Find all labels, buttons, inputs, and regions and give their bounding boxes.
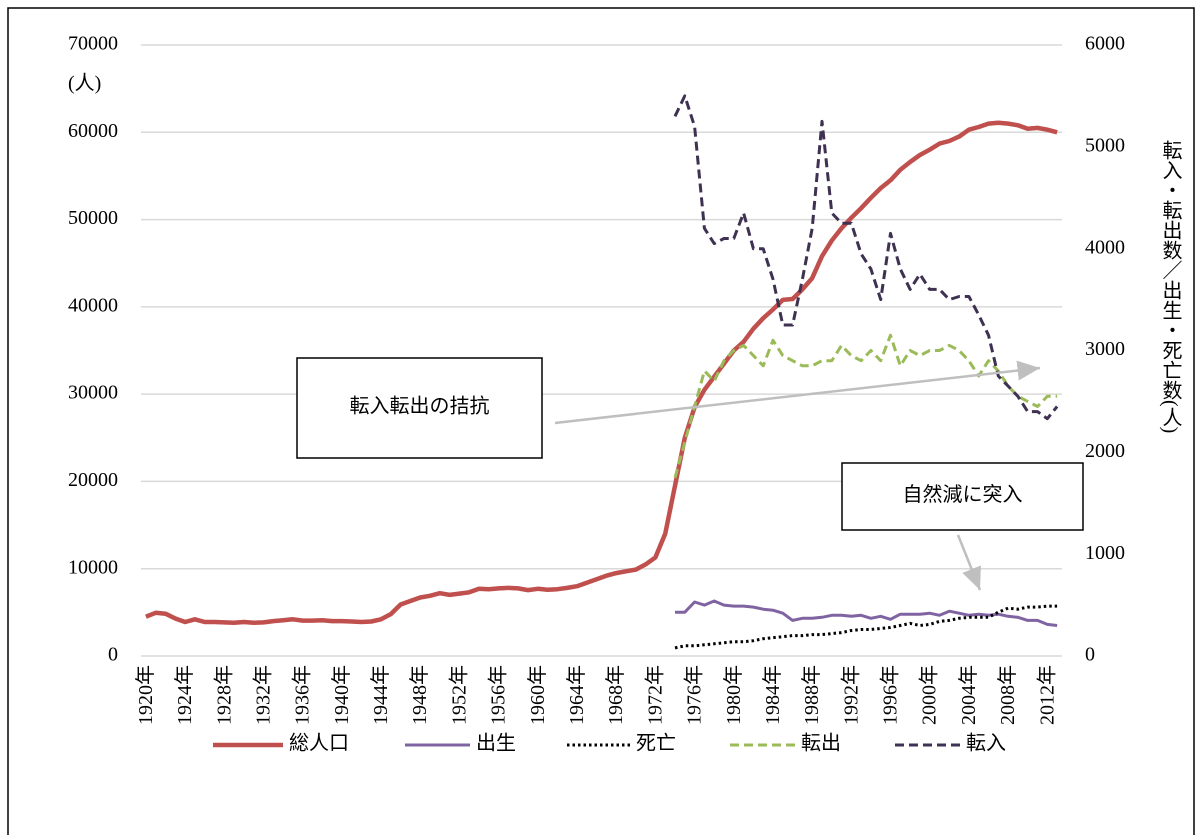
legend-label: 死亡 (636, 732, 676, 755)
y2-tick-label: 2000 (1085, 440, 1125, 462)
series-line (675, 599, 1058, 627)
annotation-box (296, 357, 543, 459)
x-tick-label: 1992年 (839, 665, 862, 725)
x-tick-label: 2000年 (918, 665, 941, 725)
x-tick-label: 1920年 (134, 665, 157, 725)
y-axis-label: (人) (68, 72, 101, 95)
y-tick-label: 40000 (68, 294, 118, 316)
annotation-box (841, 462, 1084, 531)
x-tick-label: 1968年 (604, 665, 627, 725)
y-tick-label: 20000 (68, 469, 118, 491)
y2-tick-label: 5000 (1085, 134, 1125, 156)
annotation-text: 転入転出の拮抗 (350, 395, 490, 418)
y-tick-label: 60000 (68, 120, 118, 142)
series-line (145, 120, 1058, 626)
legend-label: 転出 (801, 732, 841, 755)
x-tick-label: 1976年 (683, 665, 706, 725)
x-tick-label: 1936年 (291, 665, 314, 725)
y-tick-label: 0 (108, 644, 118, 666)
y2-axis-label: 転入・転出数／出生・死亡数(人) (1159, 140, 1182, 434)
y2-tick-label: 3000 (1085, 338, 1125, 360)
x-tick-label: 2004年 (957, 665, 980, 725)
x-tick-label: 1944年 (369, 665, 392, 725)
y-tick-label: 30000 (68, 382, 118, 404)
series-line (673, 94, 1059, 421)
y2-tick-label: 1000 (1085, 542, 1125, 564)
annotation-arrow (554, 360, 1041, 425)
y-tick-label: 50000 (68, 207, 118, 229)
x-tick-label: 1956年 (487, 665, 510, 725)
legend-label: 出生 (476, 732, 516, 755)
x-tick-label: 1964年 (565, 665, 588, 725)
x-tick-label: 1988年 (800, 665, 823, 725)
x-tick-label: 2012年 (1035, 665, 1058, 725)
annotation-arrow (956, 534, 982, 591)
x-tick-label: 1960年 (526, 665, 549, 725)
series-line (673, 333, 1058, 479)
legend-label: 転入 (966, 732, 1006, 755)
annotation-text: 自然減に突入 (903, 483, 1023, 506)
x-tick-label: 1980年 (722, 665, 745, 725)
y-tick-label: 70000 (68, 33, 118, 55)
x-tick-label: 1972年 (643, 665, 666, 725)
x-tick-label: 1996年 (879, 665, 902, 725)
x-tick-label: 1952年 (447, 665, 470, 725)
y2-tick-label: 0 (1085, 644, 1095, 666)
y-tick-label: 10000 (68, 556, 118, 578)
x-tick-label: 1940年 (330, 665, 353, 725)
x-tick-label: 1932年 (251, 665, 274, 725)
x-tick-label: 1984年 (761, 665, 784, 725)
legend-label: 総人口 (289, 732, 349, 755)
y2-tick-label: 6000 (1085, 33, 1125, 55)
chart-frame (7, 7, 1195, 835)
x-tick-label: 1924年 (173, 665, 196, 725)
x-tick-label: 2008年 (996, 665, 1019, 725)
x-tick-label: 1928年 (212, 665, 235, 725)
series-line (674, 604, 1058, 650)
x-tick-label: 1948年 (408, 665, 431, 725)
y2-tick-label: 4000 (1085, 236, 1125, 258)
